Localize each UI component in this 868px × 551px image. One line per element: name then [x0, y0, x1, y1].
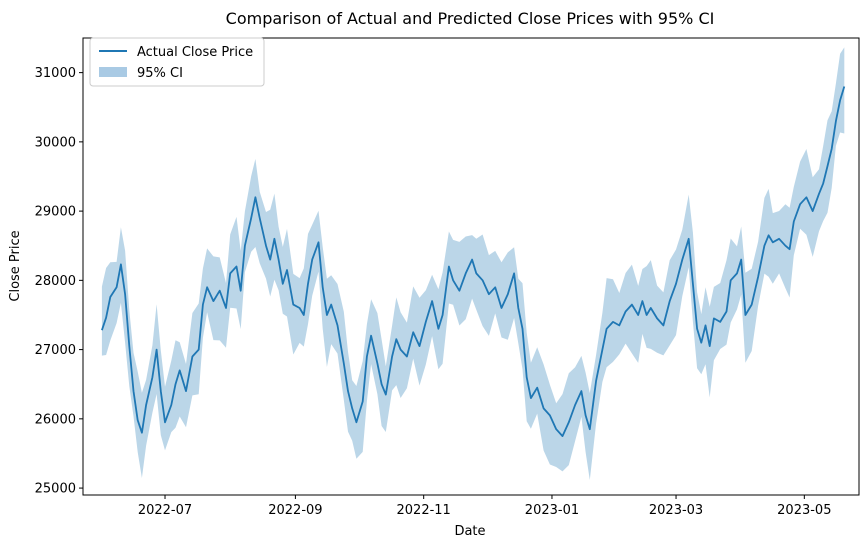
y-tick-label: 31000 [35, 66, 76, 81]
y-axis: 25000 26000 27000 28000 29000 30000 31000 [35, 66, 83, 497]
legend-box [89, 37, 265, 87]
legend-band-swatch [99, 67, 127, 77]
x-tick-label: 2022-09 [268, 503, 322, 518]
x-tick-label: 2023-05 [777, 503, 831, 518]
y-tick-label: 25000 [35, 482, 76, 497]
x-axis: 2022-07 2022-09 2022-11 2023-01 2023-03 2023-… [138, 495, 831, 518]
legend-label-ci: 95% CI [137, 66, 183, 81]
legend: Actual Close Price 95% CI [89, 37, 265, 87]
x-axis-label: Date [454, 524, 485, 539]
y-tick-label: 29000 [35, 205, 76, 220]
y-tick-label: 27000 [35, 343, 76, 358]
y-tick-label: 28000 [35, 274, 76, 289]
series-line-layer [101, 86, 846, 438]
series-line-actual-close-price [101, 86, 846, 438]
x-tick-label: 2022-07 [138, 503, 192, 518]
x-tick-label: 2022-11 [397, 503, 451, 518]
chart-title: Comparison of Actual and Predicted Close… [226, 9, 715, 28]
y-axis-label: Close Price [8, 230, 23, 301]
plot-frame [82, 37, 860, 496]
y-tick-label: 26000 [35, 412, 76, 427]
x-tick-label: 2023-01 [525, 503, 579, 518]
legend-label-actual: Actual Close Price [137, 45, 253, 60]
x-tick-label: 2023-03 [649, 503, 703, 518]
y-tick-label: 30000 [35, 135, 76, 150]
